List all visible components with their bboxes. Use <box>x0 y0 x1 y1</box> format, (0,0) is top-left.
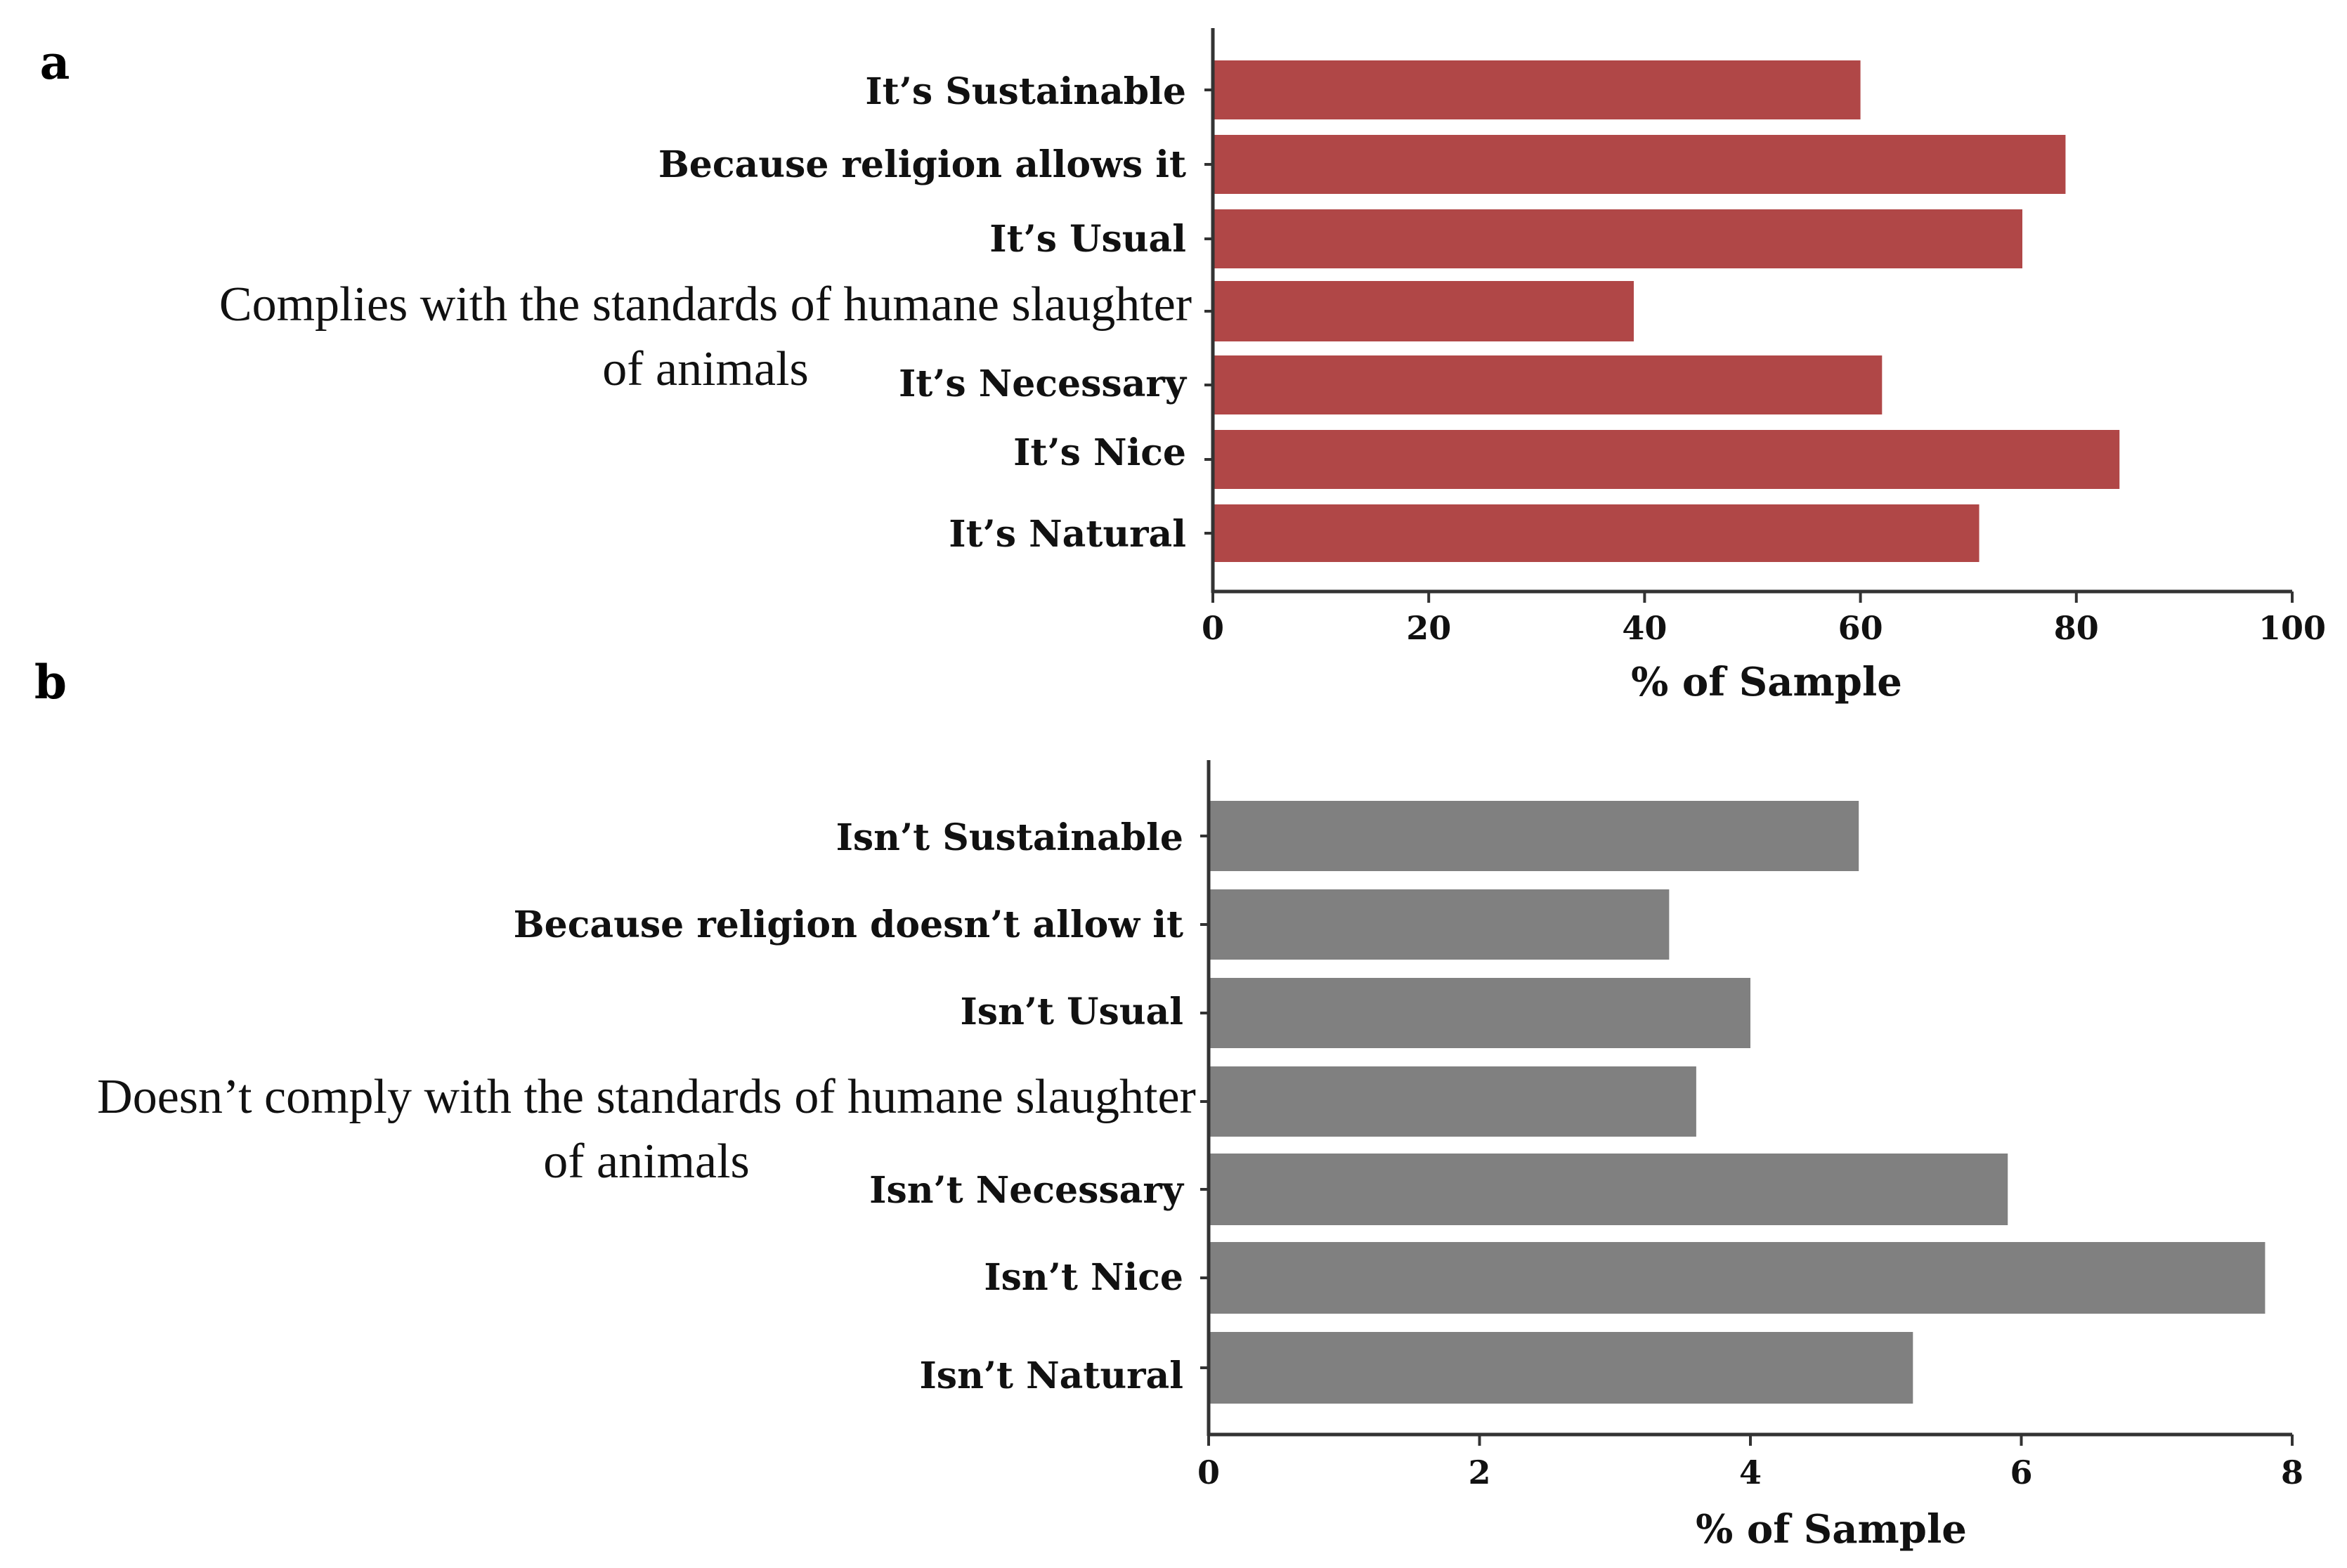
bar-b-4 <box>1209 1154 2008 1225</box>
bar-a-1 <box>1213 135 2066 194</box>
bar-b-3 <box>1209 1066 1696 1137</box>
bar-a-0 <box>1213 60 1861 119</box>
x-tick-label-b-2: 4 <box>1739 1453 1762 1491</box>
x-tick-label-b-1: 2 <box>1468 1453 1490 1491</box>
category-label-a-1: Because religion allows it <box>658 143 1186 186</box>
category-label-a-3-line1: Complies with the standards of humane sl… <box>219 277 1192 332</box>
bar-a-3 <box>1213 281 1634 341</box>
bar-a-2 <box>1213 209 2022 268</box>
x-tick-label-a-1: 20 <box>1406 609 1451 647</box>
bar-a-6 <box>1213 504 1979 562</box>
x-tick-label-b-3: 6 <box>2010 1453 2032 1491</box>
bar-b-2 <box>1209 978 1750 1048</box>
category-label-a-6: It’s Natural <box>949 513 1186 556</box>
x-tick-label-b-4: 8 <box>2281 1453 2303 1491</box>
category-label-a-3-line2: of animals <box>602 342 809 396</box>
category-label-b-4: Isn’t Necessary <box>869 1169 1185 1212</box>
category-label-a-5: It’s Nice <box>1013 431 1186 474</box>
category-label-b-2: Isn’t Usual <box>960 991 1183 1033</box>
x-axis-title-a: % of Sample <box>1631 659 1902 705</box>
category-label-b-0: Isn’t Sustainable <box>836 816 1183 859</box>
bar-b-6 <box>1209 1332 1913 1404</box>
x-tick-label-a-5: 100 <box>2258 609 2326 647</box>
category-label-b-5: Isn’t Nice <box>984 1256 1183 1299</box>
category-label-b-3-line1: Doesn’t comply with the standards of hum… <box>97 1070 1196 1124</box>
category-label-a-4: It’s Necessary <box>899 362 1188 405</box>
category-label-a-0: It’s Sustainable <box>865 70 1186 113</box>
category-label-b-6: Isn’t Natural <box>919 1354 1183 1397</box>
x-tick-label-a-0: 0 <box>1202 609 1224 647</box>
x-tick-label-a-3: 60 <box>1838 609 1883 647</box>
panel-letter-a: a <box>40 35 70 90</box>
bar-a-5 <box>1213 430 2120 489</box>
x-axis-title-b: % of Sample <box>1696 1506 1967 1553</box>
category-label-b-3-line2: of animals <box>543 1135 750 1189</box>
x-tick-label-a-2: 40 <box>1622 609 1667 647</box>
x-tick-label-a-4: 80 <box>2054 609 2099 647</box>
category-label-b-1: Because religion doesn’t allow it <box>514 903 1183 946</box>
panel-letter-b: b <box>34 655 67 710</box>
x-tick-label-b-0: 0 <box>1197 1453 1220 1491</box>
category-label-a-2: It’s Usual <box>989 218 1186 261</box>
bar-a-4 <box>1213 355 1883 414</box>
bar-b-0 <box>1209 801 1859 871</box>
bar-b-5 <box>1209 1242 2265 1314</box>
bar-b-1 <box>1209 889 1670 960</box>
